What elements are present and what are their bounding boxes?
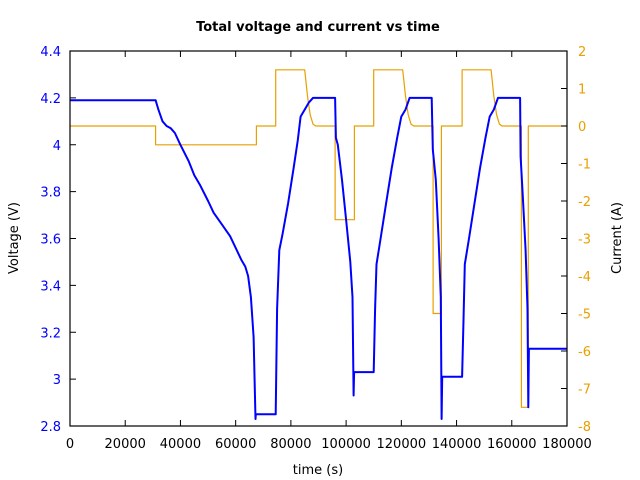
voltage-line [70, 96, 567, 420]
y2-tick-label: -1 [578, 158, 591, 173]
y2-tick-label: -2 [578, 195, 591, 210]
x-tick-label: 140000 [432, 437, 482, 452]
y2-tick-label: -8 [578, 420, 591, 435]
y2-tick-label: 2 [578, 45, 586, 60]
y-tick-label: 4.2 [40, 92, 61, 107]
y2-tick-label: -5 [578, 308, 591, 323]
y-tick-label: 3 [53, 373, 61, 388]
x-tick-label: 180000 [542, 437, 592, 452]
y2-tick-label: 1 [578, 83, 586, 98]
y2-tick-label: 0 [578, 120, 586, 135]
current-line [70, 69, 567, 408]
y-axis-label-current: Current (A) [610, 202, 625, 274]
chart-title: Total voltage and current vs time [196, 20, 440, 35]
y-tick-label: 3.2 [40, 326, 61, 341]
y-axis-voltage: 4.4 4.2 4 3.8 3.6 3.4 3.2 3 2.8 [40, 45, 76, 435]
x-tick-label: 20000 [105, 437, 146, 452]
x-tick-label: 120000 [377, 437, 427, 452]
plot-frame [69, 50, 568, 427]
y-tick-label: 4.4 [40, 45, 61, 60]
y2-tick-label: -3 [578, 233, 591, 248]
x-tick-label: 100000 [321, 437, 371, 452]
plot-area [70, 69, 567, 420]
y-tick-label: 3.8 [40, 186, 61, 201]
x-axis: 0 20000 40000 60000 80000 100000 120000 140000 1… [66, 51, 592, 452]
x-tick-label: 60000 [215, 437, 256, 452]
x-tick-label: 0 [66, 437, 74, 452]
y-tick-label: 4 [53, 139, 61, 154]
y2-tick-label: -6 [578, 345, 591, 360]
y-tick-label: 3.4 [40, 279, 61, 294]
y2-tick-label: -7 [578, 383, 591, 398]
x-tick-label: 40000 [160, 437, 201, 452]
y2-tick-label: -4 [578, 270, 591, 285]
x-axis-label: time (s) [293, 463, 343, 478]
y-tick-label: 3.6 [40, 233, 61, 248]
y-axis-label-voltage: Voltage (V) [7, 202, 22, 274]
x-tick-label: 160000 [487, 437, 537, 452]
x-tick-label: 80000 [270, 437, 311, 452]
y-tick-label: 2.8 [40, 420, 61, 435]
y-axis-current: 2 1 0 -1 -2 -3 -4 -5 -6 -7 -8 [561, 45, 591, 435]
